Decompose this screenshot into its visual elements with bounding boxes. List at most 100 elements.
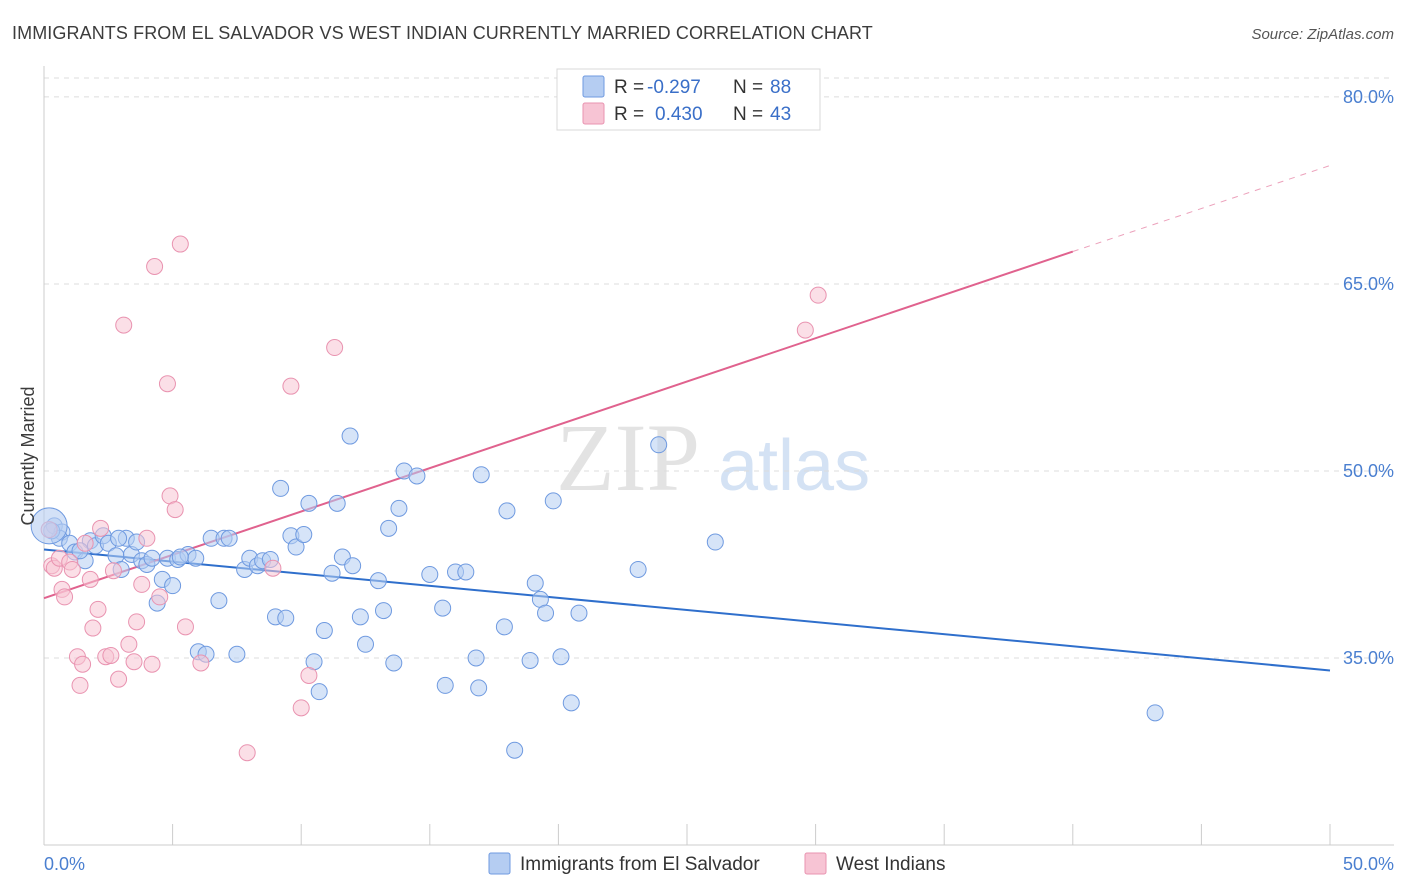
blue-point: [521, 651, 539, 669]
y-tick-label: 65.0%: [1343, 274, 1394, 294]
pink-point: [166, 501, 184, 519]
pink-point: [81, 570, 99, 588]
blue-point: [421, 565, 439, 583]
pink-point: [292, 699, 310, 717]
pink-point: [128, 613, 146, 631]
pink-point: [115, 316, 133, 334]
blue-point: [457, 563, 475, 581]
blue-point: [220, 529, 238, 547]
pink-point: [92, 519, 110, 537]
blue-point: [506, 741, 524, 759]
blue-point: [495, 618, 513, 636]
legend-r-label-1: R =: [614, 77, 644, 98]
watermark-zip: ZIP: [556, 404, 700, 511]
blue-point: [380, 519, 398, 537]
bottom-legend-label-2: West Indians: [836, 854, 945, 875]
blue-point: [467, 649, 485, 667]
legend-r-value-1: -0.297: [647, 77, 701, 98]
blue-point: [187, 549, 205, 567]
pink-point: [796, 321, 814, 339]
blue-point: [341, 427, 359, 445]
pink-point: [74, 655, 92, 673]
axes: 35.0% 50.0% 65.0% 80.0% 0.0% 50.0%: [43, 66, 1394, 874]
blue-point: [552, 648, 570, 666]
blue-cluster-point: [30, 507, 68, 545]
pink-point: [238, 744, 256, 762]
pink-point: [171, 235, 189, 253]
legend-n-label-2: N =: [733, 104, 763, 125]
pink-point: [104, 562, 122, 580]
x-tick-label: 50.0%: [1343, 854, 1394, 874]
blue-point: [344, 557, 362, 575]
blue-point: [526, 574, 544, 592]
chart-title: IMMIGRANTS FROM EL SALVADOR VS WEST INDI…: [12, 23, 873, 43]
correlation-legend: R = -0.297 N = 88 R = 0.430 N = 43: [556, 68, 821, 131]
legend-r-label-2: R =: [614, 104, 644, 125]
blue-point: [650, 436, 668, 454]
y-axis-title: Currently Married: [18, 386, 38, 525]
blue-point: [544, 492, 562, 510]
source-label: Source: ZipAtlas.com: [1251, 26, 1394, 43]
pink-point: [56, 588, 74, 606]
pink-point: [176, 618, 194, 636]
pink-point: [76, 534, 94, 552]
pink-point: [146, 257, 164, 275]
pink-point: [282, 377, 300, 395]
pink-point: [300, 666, 318, 684]
blue-point: [537, 604, 555, 622]
pink-point: [264, 559, 282, 577]
bottom-legend-swatch-pink: [804, 852, 827, 875]
blue-point: [562, 694, 580, 712]
blue-point: [375, 602, 393, 620]
bottom-legend-swatch-blue: [488, 852, 511, 875]
blue-point: [228, 645, 246, 663]
blue-point: [498, 502, 516, 520]
bottom-legend-label-1: Immigrants from El Salvador: [520, 854, 760, 875]
blue-point: [143, 549, 161, 567]
pink-point: [192, 654, 210, 672]
legend-n-value-2: 43: [770, 104, 791, 125]
blue-point: [351, 608, 369, 626]
blue-point: [472, 466, 490, 484]
x-tick-label: 0.0%: [44, 854, 85, 874]
y-tick-label: 35.0%: [1343, 648, 1394, 668]
watermark-atlas: atlas: [718, 426, 870, 506]
blue-point: [629, 560, 647, 578]
blue-point: [470, 679, 488, 697]
blue-point: [310, 683, 328, 701]
pink-trend-line: [43, 250, 1074, 600]
blue-point: [210, 592, 228, 610]
blue-point: [385, 654, 403, 672]
legend-n-label-1: N =: [733, 77, 763, 98]
blue-point: [110, 529, 128, 547]
pink-point: [809, 286, 827, 304]
blue-point: [369, 572, 387, 590]
pink-point: [143, 655, 161, 673]
pink-point: [151, 588, 169, 606]
blue-point: [277, 609, 295, 627]
blue-point: [436, 676, 454, 694]
pink-point: [120, 635, 138, 653]
blue-point: [295, 526, 313, 544]
blue-point: [287, 538, 305, 556]
legend-r-value-2: 0.430: [655, 104, 703, 125]
blue-point: [390, 499, 408, 517]
pink-trend-line-extension: [1072, 165, 1331, 253]
blue-point: [272, 479, 290, 497]
blue-point: [315, 622, 333, 640]
data-points: [30, 235, 1164, 762]
blue-point: [434, 599, 452, 617]
pink-point: [71, 676, 89, 694]
legend-n-value-1: 88: [770, 77, 791, 98]
blue-point: [323, 564, 341, 582]
blue-point: [1146, 704, 1164, 722]
pink-point: [326, 339, 344, 357]
blue-point: [706, 533, 724, 551]
pink-point: [158, 375, 176, 393]
pink-point: [125, 653, 143, 671]
blue-point: [357, 635, 374, 653]
series-legend: Immigrants from El Salvador West Indians: [488, 852, 945, 875]
legend-swatch-blue: [582, 75, 605, 98]
blue-point: [171, 548, 189, 566]
y-tick-label: 80.0%: [1343, 87, 1394, 107]
